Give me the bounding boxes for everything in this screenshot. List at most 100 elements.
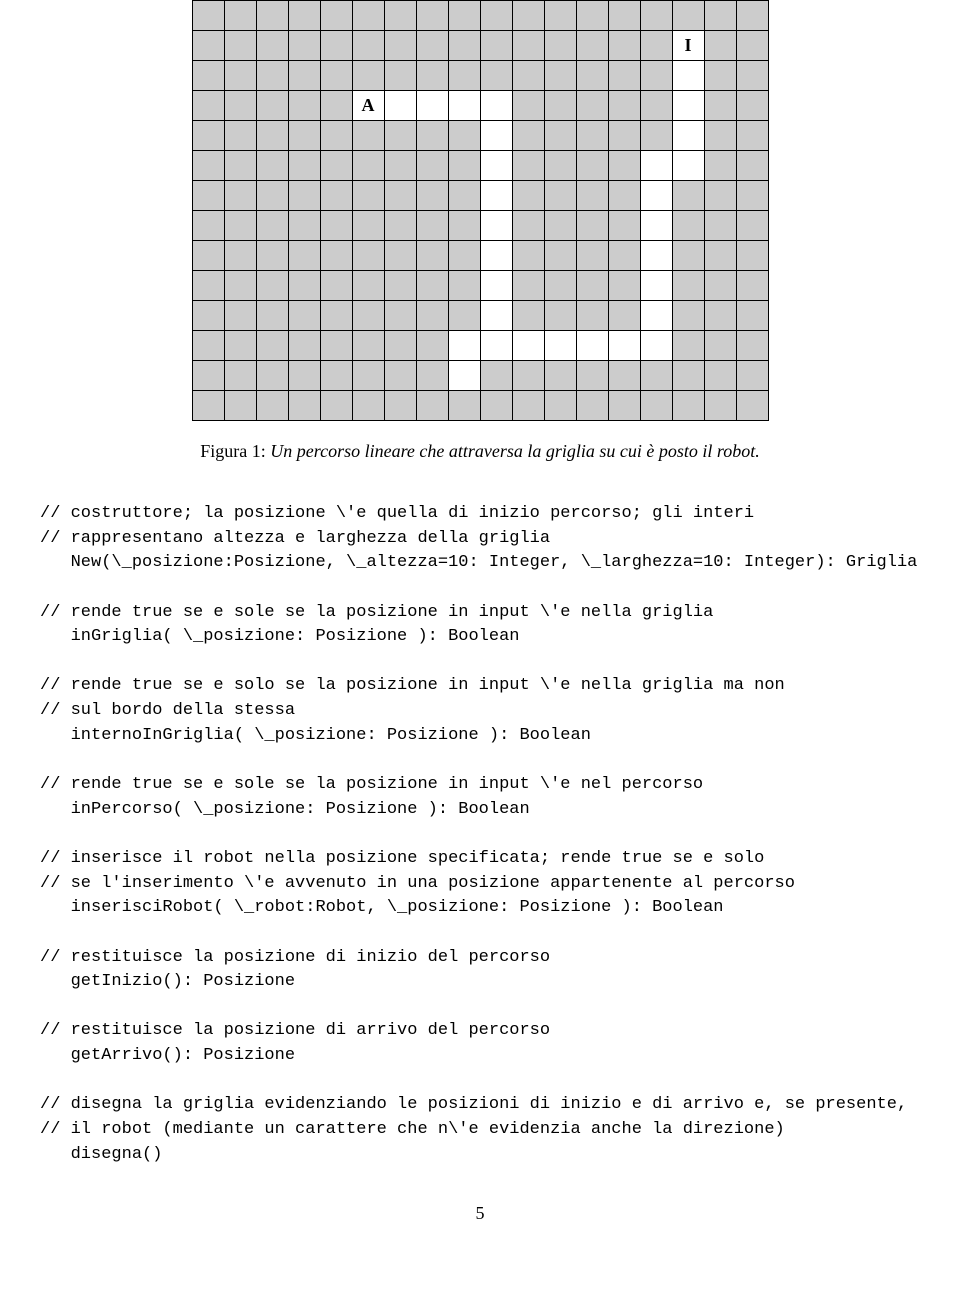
- grid-cell: [384, 151, 416, 181]
- grid-cell: [448, 361, 480, 391]
- grid-cell: [256, 181, 288, 211]
- grid-cell: [352, 31, 384, 61]
- grid-cell: [736, 391, 768, 421]
- grid-cell: [544, 31, 576, 61]
- grid-cell: [576, 331, 608, 361]
- grid-cell: [672, 211, 704, 241]
- grid-cell: [704, 211, 736, 241]
- grid-cell: [416, 361, 448, 391]
- grid-cell: [224, 151, 256, 181]
- grid-cell: [544, 61, 576, 91]
- grid-cell: [224, 31, 256, 61]
- grid-cell: [704, 391, 736, 421]
- grid-cell: [704, 61, 736, 91]
- grid-cell: [384, 1, 416, 31]
- grid-cell: [736, 241, 768, 271]
- grid-cell: [480, 1, 512, 31]
- grid-cell: [544, 331, 576, 361]
- grid-cell: [448, 241, 480, 271]
- grid-cell: [512, 331, 544, 361]
- grid-cell: [672, 121, 704, 151]
- grid-cell: [384, 271, 416, 301]
- grid-cell: [736, 331, 768, 361]
- grid-cell: [608, 211, 640, 241]
- figure-text: Un percorso lineare che attraversa la gr…: [270, 441, 759, 461]
- grid-cell: [544, 121, 576, 151]
- grid-cell: [640, 181, 672, 211]
- grid-cell: [704, 301, 736, 331]
- grid-cell: [416, 1, 448, 31]
- grid-cell: [384, 241, 416, 271]
- grid-cell: [224, 301, 256, 331]
- grid-cell: [704, 1, 736, 31]
- grid-cell: [224, 241, 256, 271]
- grid-cell: [672, 1, 704, 31]
- grid-cell: [672, 301, 704, 331]
- grid-cell: [480, 241, 512, 271]
- grid-cell: [480, 61, 512, 91]
- grid-cell: [640, 1, 672, 31]
- grid-cell: [320, 271, 352, 301]
- grid-cell: [448, 181, 480, 211]
- grid-cell: [640, 61, 672, 91]
- grid-cell: [416, 301, 448, 331]
- grid-cell: [608, 361, 640, 391]
- grid-cell: [256, 121, 288, 151]
- grid-cell: [640, 271, 672, 301]
- grid-cell: [384, 361, 416, 391]
- grid-cell: [352, 181, 384, 211]
- grid-cell: [288, 181, 320, 211]
- grid-cell: [320, 31, 352, 61]
- grid-cell: [640, 391, 672, 421]
- grid-cell: [256, 361, 288, 391]
- grid-cell: [448, 61, 480, 91]
- grid-cell: [320, 181, 352, 211]
- grid-cell: [480, 331, 512, 361]
- grid-cell: [608, 31, 640, 61]
- grid-cell: [224, 91, 256, 121]
- grid-cell: [640, 331, 672, 361]
- grid-cell: [384, 211, 416, 241]
- grid-cell: [448, 211, 480, 241]
- grid-cell: [608, 391, 640, 421]
- grid-cell: [192, 121, 224, 151]
- grid-cell: [320, 91, 352, 121]
- grid-cell: [672, 241, 704, 271]
- grid-cell: [288, 61, 320, 91]
- grid-cell: I: [672, 31, 704, 61]
- grid-cell: [416, 151, 448, 181]
- grid-cell: [576, 271, 608, 301]
- grid-cell: [192, 241, 224, 271]
- grid-cell: [704, 361, 736, 391]
- grid-cell: [480, 121, 512, 151]
- grid-cell: [544, 91, 576, 121]
- grid-cell: [640, 151, 672, 181]
- grid-cell: [608, 181, 640, 211]
- grid-cell: [416, 31, 448, 61]
- grid-cell: [608, 241, 640, 271]
- grid-cell: [640, 91, 672, 121]
- grid-cell: [448, 1, 480, 31]
- grid-cell: [288, 31, 320, 61]
- grid-cell: [256, 211, 288, 241]
- grid-cell: [448, 121, 480, 151]
- grid-cell: [544, 301, 576, 331]
- grid-cell: [672, 361, 704, 391]
- grid-cell: [576, 361, 608, 391]
- grid-cell: [416, 211, 448, 241]
- grid-cell: [320, 211, 352, 241]
- grid-cell: [224, 211, 256, 241]
- page-number: 5: [40, 1203, 920, 1224]
- grid-cell: [320, 391, 352, 421]
- grid-cell: [640, 211, 672, 241]
- grid-cell: [352, 391, 384, 421]
- grid-cell: [192, 391, 224, 421]
- grid-cell: [672, 181, 704, 211]
- grid-cell: [320, 1, 352, 31]
- grid-cell: [352, 241, 384, 271]
- grid-cell: [256, 151, 288, 181]
- grid-cell: [608, 151, 640, 181]
- grid-cell: [576, 181, 608, 211]
- grid-cell: [288, 1, 320, 31]
- grid-cell: [736, 61, 768, 91]
